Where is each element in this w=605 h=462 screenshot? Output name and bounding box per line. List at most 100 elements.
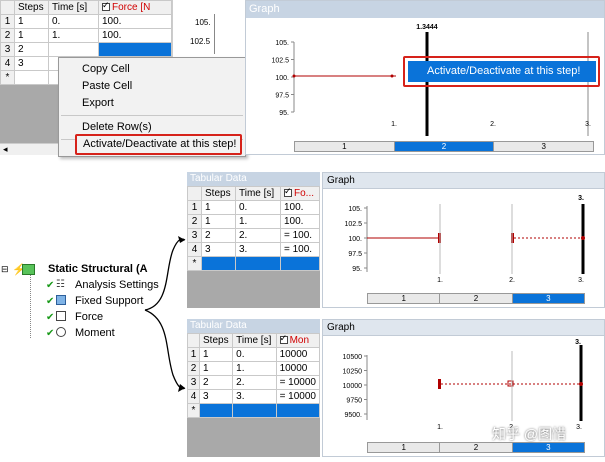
activate-deactivate-popup[interactable]: Activate/Deactivate at this step!	[408, 61, 596, 82]
bot-graph-panel: Graph 10500 10250 10000 9750 9500. 3. 1. 2. 3.…	[322, 319, 605, 457]
tree-item-force[interactable]: Force	[75, 311, 104, 323]
x-tick-label: 1.	[437, 424, 443, 431]
col-steps[interactable]: Steps	[14, 0, 49, 15]
menu-item-copy-cell[interactable]: Copy Cell	[82, 63, 130, 75]
checkbox-icon[interactable]	[279, 335, 288, 345]
menu-item-activate-deactivate[interactable]: Activate/Deactivate at this step!	[75, 134, 242, 155]
y-tick-label: 102.5	[271, 58, 289, 65]
col-time[interactable]: Time [s]	[232, 333, 277, 348]
step-1[interactable]: 1	[368, 294, 441, 303]
step-3[interactable]: 3	[512, 443, 584, 452]
checkbox-icon[interactable]	[102, 2, 110, 12]
table-row[interactable]: *	[187, 403, 321, 418]
x-tick-label: 3.	[576, 424, 582, 431]
y-tick-label: 10250	[343, 369, 363, 376]
step-3[interactable]: 3	[494, 142, 594, 151]
y-tick-label: 95.	[279, 110, 289, 117]
step-1[interactable]: 1	[295, 142, 395, 151]
y-tick-label: 102.5	[344, 221, 362, 228]
col-steps[interactable]: Steps	[198, 333, 234, 348]
table-row[interactable]: 4 3 3. = 100.	[187, 242, 320, 257]
menu-item-paste-cell[interactable]: Paste Cell	[82, 80, 133, 92]
force-icon	[56, 311, 66, 321]
marker-label: 1.3444	[416, 24, 438, 31]
step-bar[interactable]: 1 2 3	[294, 141, 594, 152]
marker-label: 3.	[578, 195, 584, 202]
scroll-left-icon[interactable]: ◂	[3, 144, 8, 154]
y-ticks: 10500 10250 10000 9750 9500.	[343, 354, 367, 419]
table-row[interactable]: 2 1 1. 10000	[187, 361, 321, 376]
brace-connector	[144, 236, 186, 392]
step-1[interactable]: 1	[368, 443, 441, 452]
y-tick-label: 105.	[348, 206, 362, 213]
x-tick-label: 3.	[585, 121, 591, 128]
x-tick-label: 2.	[490, 121, 496, 128]
bot-graph-plot[interactable]: 10500 10250 10000 9750 9500. 3. 1. 2. 3.	[323, 337, 604, 442]
step-bar[interactable]: 1 2 3	[367, 293, 585, 304]
graph-title: Graph	[323, 173, 604, 189]
y-tick-label: 105.	[275, 40, 289, 47]
y-tick-label: 97.5	[275, 93, 289, 100]
menu-item-delete-rows[interactable]: Delete Row(s)	[82, 121, 152, 133]
check-icon: ✔	[46, 280, 55, 291]
graph-title: Graph	[323, 320, 604, 336]
tree-item-analysis-settings[interactable]: Analysis Settings	[75, 279, 159, 291]
analysis-icon	[22, 264, 35, 275]
y-tick-label: 100.	[275, 75, 289, 82]
tabular-title: Tabular Data	[187, 319, 320, 333]
tree-root-label[interactable]: Static Structural (A	[48, 263, 148, 275]
table-row[interactable]: *	[187, 256, 320, 271]
y-tick-label: 97.5	[348, 251, 362, 258]
step-2[interactable]: 2	[394, 142, 495, 151]
table-row[interactable]: 4 3 3. = 10000	[187, 389, 321, 404]
table-row[interactable]: 1 1 0. 100.	[0, 14, 172, 29]
x-tick-label: 2.	[509, 277, 515, 284]
top-graph-plot[interactable]: 105. 102.5 100. 97.5 95. 1.3444 1. 2. 3.	[246, 18, 604, 154]
y-tick-label: 9500.	[344, 412, 362, 419]
x-ticks: 1. 2. 3.	[437, 424, 582, 431]
moment-icon	[56, 327, 66, 337]
x-tick-label: 2.	[509, 424, 515, 431]
step-2[interactable]: 2	[440, 294, 513, 303]
y-tick-label: 95.	[352, 266, 362, 273]
x-tick-label: 1.	[391, 121, 397, 128]
table-row[interactable]: 1 1 0. 100.	[187, 200, 320, 215]
y-tick-label: 9750	[346, 398, 362, 405]
menu-item-export[interactable]: Export	[82, 97, 114, 109]
step-bar[interactable]: 1 2 3	[367, 442, 585, 453]
table-row[interactable]: 3 2	[0, 42, 172, 57]
graph-title: Graph	[246, 1, 604, 18]
table-row[interactable]: 2 1 1. 100.	[187, 214, 320, 229]
table-row[interactable]: 1 1 0. 10000	[187, 347, 321, 362]
mid-tabular-data: Tabular Data Steps Time [s] Fo... 110.10…	[187, 172, 320, 308]
col-time[interactable]: Time [s]	[235, 186, 281, 201]
tree-item-fixed-support[interactable]: Fixed Support	[75, 295, 144, 307]
col-time[interactable]: Time [s]	[48, 0, 99, 15]
settings-icon: ☷	[56, 279, 65, 290]
x-tick-label: 1.	[437, 277, 443, 284]
col-force[interactable]: Fo...	[280, 186, 320, 201]
tree-item-moment[interactable]: Moment	[75, 327, 115, 339]
checkbox-icon[interactable]	[284, 188, 292, 198]
step-2[interactable]: 2	[440, 443, 513, 452]
col-force[interactable]: Force [N	[98, 0, 172, 15]
x-tick-label: 3.	[578, 277, 584, 284]
y-ticks: 105. 102.5 100. 97.5 95.	[271, 40, 294, 117]
col-moment[interactable]: Mon	[275, 333, 321, 348]
y-ticks: 105. 102.5 100. 97.5 95.	[344, 206, 367, 273]
mid-graph-panel: Graph 105. 102.5 100. 97.5 95. 3. 1. 2. 3. 1 2…	[322, 172, 605, 308]
popup-highlight	[403, 56, 600, 87]
y-tick: 102.5	[190, 37, 211, 46]
table-row[interactable]: 3 2 2. = 10000	[187, 375, 321, 390]
collapse-icon[interactable]: ⊟	[1, 264, 9, 274]
y-tick-label: 100.	[348, 236, 362, 243]
col-steps[interactable]: Steps	[201, 186, 236, 201]
outline-tree: ⊟ ⚡ Static Structural (A ✔ ☷ Analysis Se…	[0, 260, 160, 350]
check-icon: ✔	[46, 296, 55, 307]
y-tick-label: 10000	[343, 383, 363, 390]
table-row[interactable]: 3 2 2. = 100.	[187, 228, 320, 243]
step-3[interactable]: 3	[512, 294, 584, 303]
mid-graph-plot[interactable]: 105. 102.5 100. 97.5 95. 3. 1. 2. 3.	[323, 190, 604, 294]
watermark: 知乎 @图惜	[492, 426, 567, 442]
table-row[interactable]: 2 1 1. 100.	[0, 28, 172, 43]
